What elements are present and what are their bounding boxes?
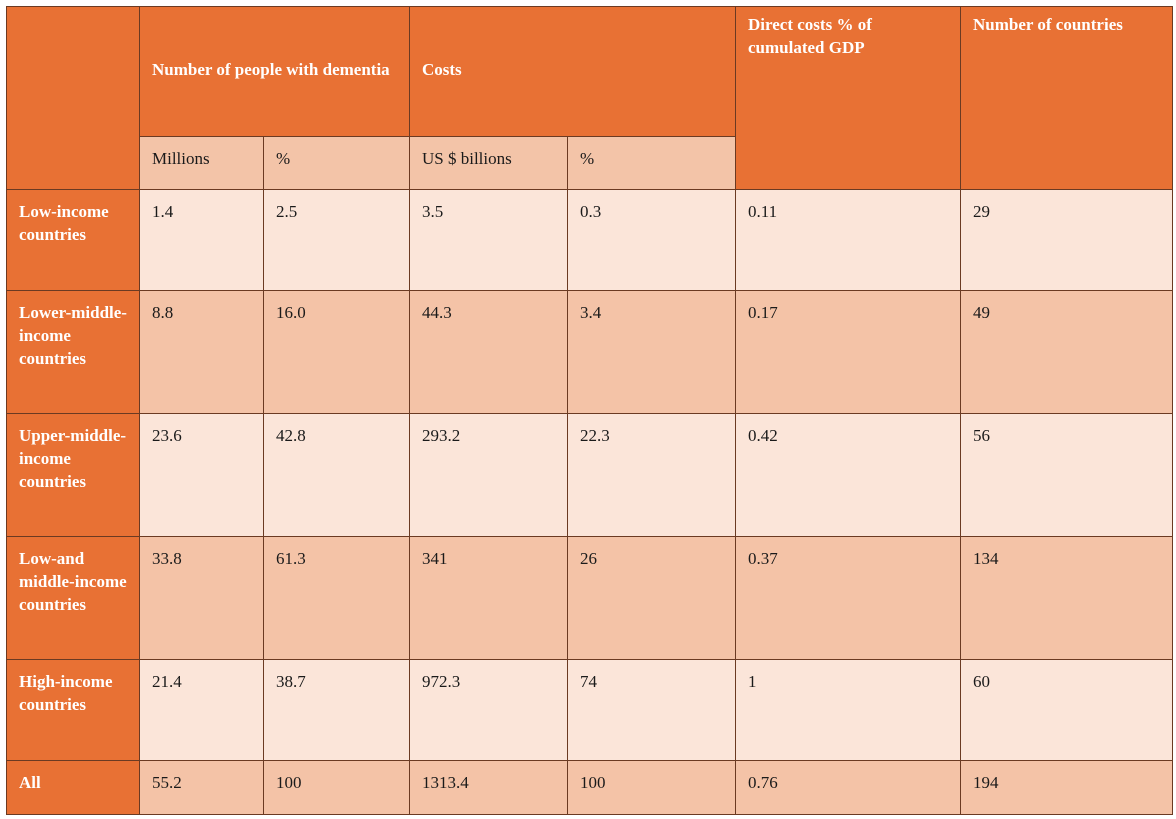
row-label: Low-income countries <box>6 189 140 291</box>
cell-gdp: 0.42 <box>735 413 962 537</box>
table-row: Lower-middle-income countries 8.8 16.0 4… <box>6 290 1174 414</box>
header-countries: Number of countries <box>960 6 1174 190</box>
table-row: Low-income countries 1.4 2.5 3.5 0.3 0.1… <box>6 189 1174 291</box>
table-row: High-income countries 21.4 38.7 972.3 74… <box>6 659 1174 761</box>
row-label: Low-and middle-income countries <box>6 536 140 660</box>
row-label: Lower-middle-income countries <box>6 290 140 414</box>
cell-millions: 33.8 <box>139 536 264 660</box>
cell-pct1: 61.3 <box>263 536 410 660</box>
cell-usd: 972.3 <box>409 659 568 761</box>
subheader-pct1: % <box>263 136 410 190</box>
cell-millions: 23.6 <box>139 413 264 537</box>
cell-usd: 341 <box>409 536 568 660</box>
dementia-cost-table: Number of people with dementia Costs Dir… <box>6 6 1174 815</box>
cell-usd: 44.3 <box>409 290 568 414</box>
cell-gdp: 0.76 <box>735 760 962 815</box>
cell-gdp: 1 <box>735 659 962 761</box>
cell-gdp: 0.17 <box>735 290 962 414</box>
cell-pct2: 74 <box>566 659 737 761</box>
cell-usd: 1313.4 <box>409 760 568 815</box>
cell-pct2: 22.3 <box>566 413 737 537</box>
cell-countries: 29 <box>960 189 1174 291</box>
cell-gdp: 0.11 <box>735 189 962 291</box>
cell-pct1: 2.5 <box>263 189 410 291</box>
table-row: Upper-middle-income countries 23.6 42.8 … <box>6 413 1174 537</box>
cell-countries: 56 <box>960 413 1174 537</box>
cell-gdp: 0.37 <box>735 536 962 660</box>
corner-cell <box>6 6 140 190</box>
subheader-usd: US $ billions <box>409 136 568 190</box>
cell-pct1: 100 <box>263 760 410 815</box>
cell-usd: 293.2 <box>409 413 568 537</box>
subheader-row: Millions % US $ billions % <box>7 136 1173 190</box>
cell-countries: 194 <box>960 760 1174 815</box>
cell-pct1: 16.0 <box>263 290 410 414</box>
cell-pct2: 100 <box>566 760 737 815</box>
header-costs: Costs <box>408 6 737 137</box>
cell-pct2: 3.4 <box>566 290 737 414</box>
row-label: All <box>6 760 140 815</box>
cell-millions: 1.4 <box>139 189 264 291</box>
cell-millions: 8.8 <box>139 290 264 414</box>
cell-millions: 21.4 <box>139 659 264 761</box>
cell-countries: 134 <box>960 536 1174 660</box>
subheader-millions: Millions <box>139 136 264 190</box>
subheader-pct2: % <box>566 136 737 190</box>
cell-pct1: 38.7 <box>263 659 410 761</box>
table-row: All 55.2 100 1313.4 100 0.76 194 <box>6 760 1174 815</box>
cell-pct2: 26 <box>566 536 737 660</box>
header-gdp: Direct costs % of cumulated GDP <box>735 6 962 190</box>
cell-countries: 60 <box>960 659 1174 761</box>
header-row: Number of people with dementia Costs Dir… <box>6 6 1174 190</box>
header-people: Number of people with dementia <box>139 6 410 137</box>
table-row: Low-and middle-income countries 33.8 61.… <box>6 536 1174 660</box>
cell-pct2: 0.3 <box>566 189 737 291</box>
cell-millions: 55.2 <box>139 760 264 815</box>
row-label: Upper-middle-income countries <box>6 413 140 537</box>
cell-usd: 3.5 <box>409 189 568 291</box>
row-label: High-income countries <box>6 659 140 761</box>
cell-pct1: 42.8 <box>263 413 410 537</box>
cell-countries: 49 <box>960 290 1174 414</box>
